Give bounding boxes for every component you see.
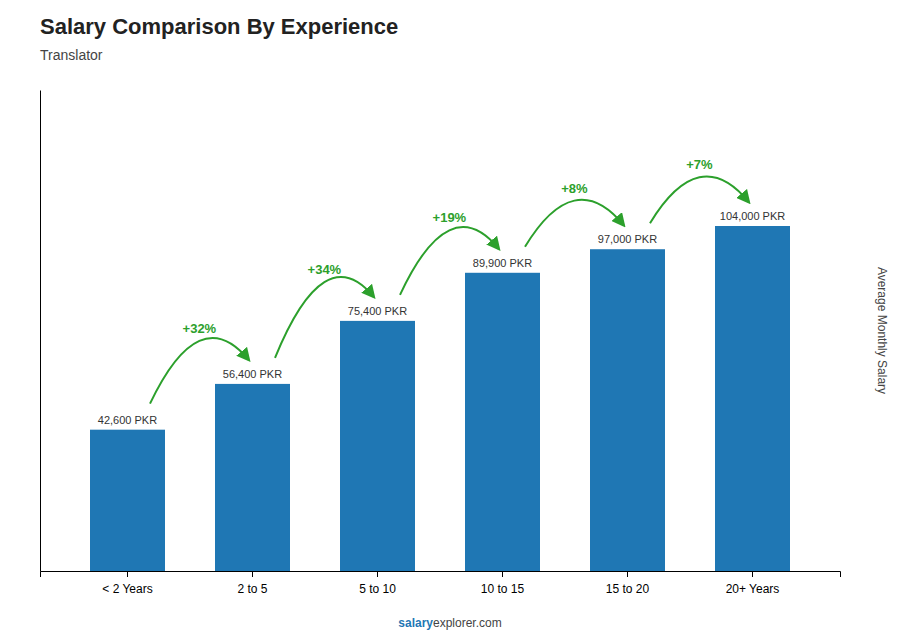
x-tick-mark (752, 571, 753, 577)
bar (590, 249, 665, 571)
x-tick-mark (252, 571, 253, 577)
annotation: +7% (686, 157, 713, 172)
footer: salaryexplorer.com (398, 616, 501, 630)
y-axis-line (40, 91, 41, 572)
x-tick: 5 to 10 (359, 571, 396, 596)
data-label: 42,600 PKR (98, 414, 157, 426)
arc-arrow (400, 227, 499, 295)
bars (90, 226, 790, 571)
data-label: 75,400 PKR (348, 305, 407, 317)
x-tick: 2 to 5 (237, 571, 267, 596)
x-tick: 10 to 15 (481, 571, 525, 596)
annotation: +34% (308, 262, 342, 277)
subtitle: Translator (40, 47, 103, 63)
data-labels: 42,600 PKR 56,400 PKR 75,400 PKR 89,900 PKR… (98, 210, 785, 426)
x-tick-label: 2 to 5 (237, 582, 267, 596)
x-tick-label: 20+ Years (726, 582, 780, 596)
annotations: +32% +34% +19% +8% +7% (150, 157, 749, 403)
footer-part: salary (398, 616, 433, 630)
x-tick-label: < 2 Years (102, 582, 152, 596)
x-tick-label: 5 to 10 (359, 582, 396, 596)
x-axis: < 2 Years 2 to 5 5 to 10 10 to 15 15 to 20 20… (41, 571, 841, 596)
plot: < 2 Years 2 to 5 5 to 10 10 to 15 15 to 20 20… (41, 91, 841, 597)
x-tick-label: 10 to 15 (481, 582, 525, 596)
annotation: +32% (183, 321, 217, 336)
x-tick-mark (377, 571, 378, 577)
x-tick-label: 15 to 20 (606, 582, 650, 596)
arc-arrow (650, 177, 749, 224)
bar (215, 384, 290, 571)
data-label: 104,000 PKR (720, 210, 785, 222)
y-axis (40, 91, 41, 572)
bar (715, 226, 790, 571)
x-tick: 20+ Years (726, 571, 780, 596)
y-axis-title: Average Monthly Salary (875, 267, 889, 394)
data-label: 89,900 PKR (473, 257, 532, 269)
bar (340, 321, 415, 571)
bar (90, 430, 165, 571)
data-label: 97,000 PKR (598, 233, 657, 245)
x-tick-mark (627, 571, 628, 577)
arc-arrow (150, 338, 249, 404)
footer-part: explorer.com (433, 616, 502, 630)
bar (465, 273, 540, 571)
annotation: +8% (561, 181, 588, 196)
data-label: 56,400 PKR (223, 368, 282, 380)
x-tick: 15 to 20 (606, 571, 650, 596)
title: Salary Comparison By Experience (40, 14, 398, 39)
chart: Salary Comparison By Experience Translato… (0, 0, 900, 641)
arc-arrow (525, 200, 624, 247)
annotation: +19% (433, 210, 467, 225)
x-axis-line (41, 572, 841, 578)
arc-arrow (275, 277, 374, 358)
x-tick-mark (502, 571, 503, 577)
x-tick: < 2 Years (102, 571, 152, 596)
x-tick-mark (127, 571, 128, 577)
